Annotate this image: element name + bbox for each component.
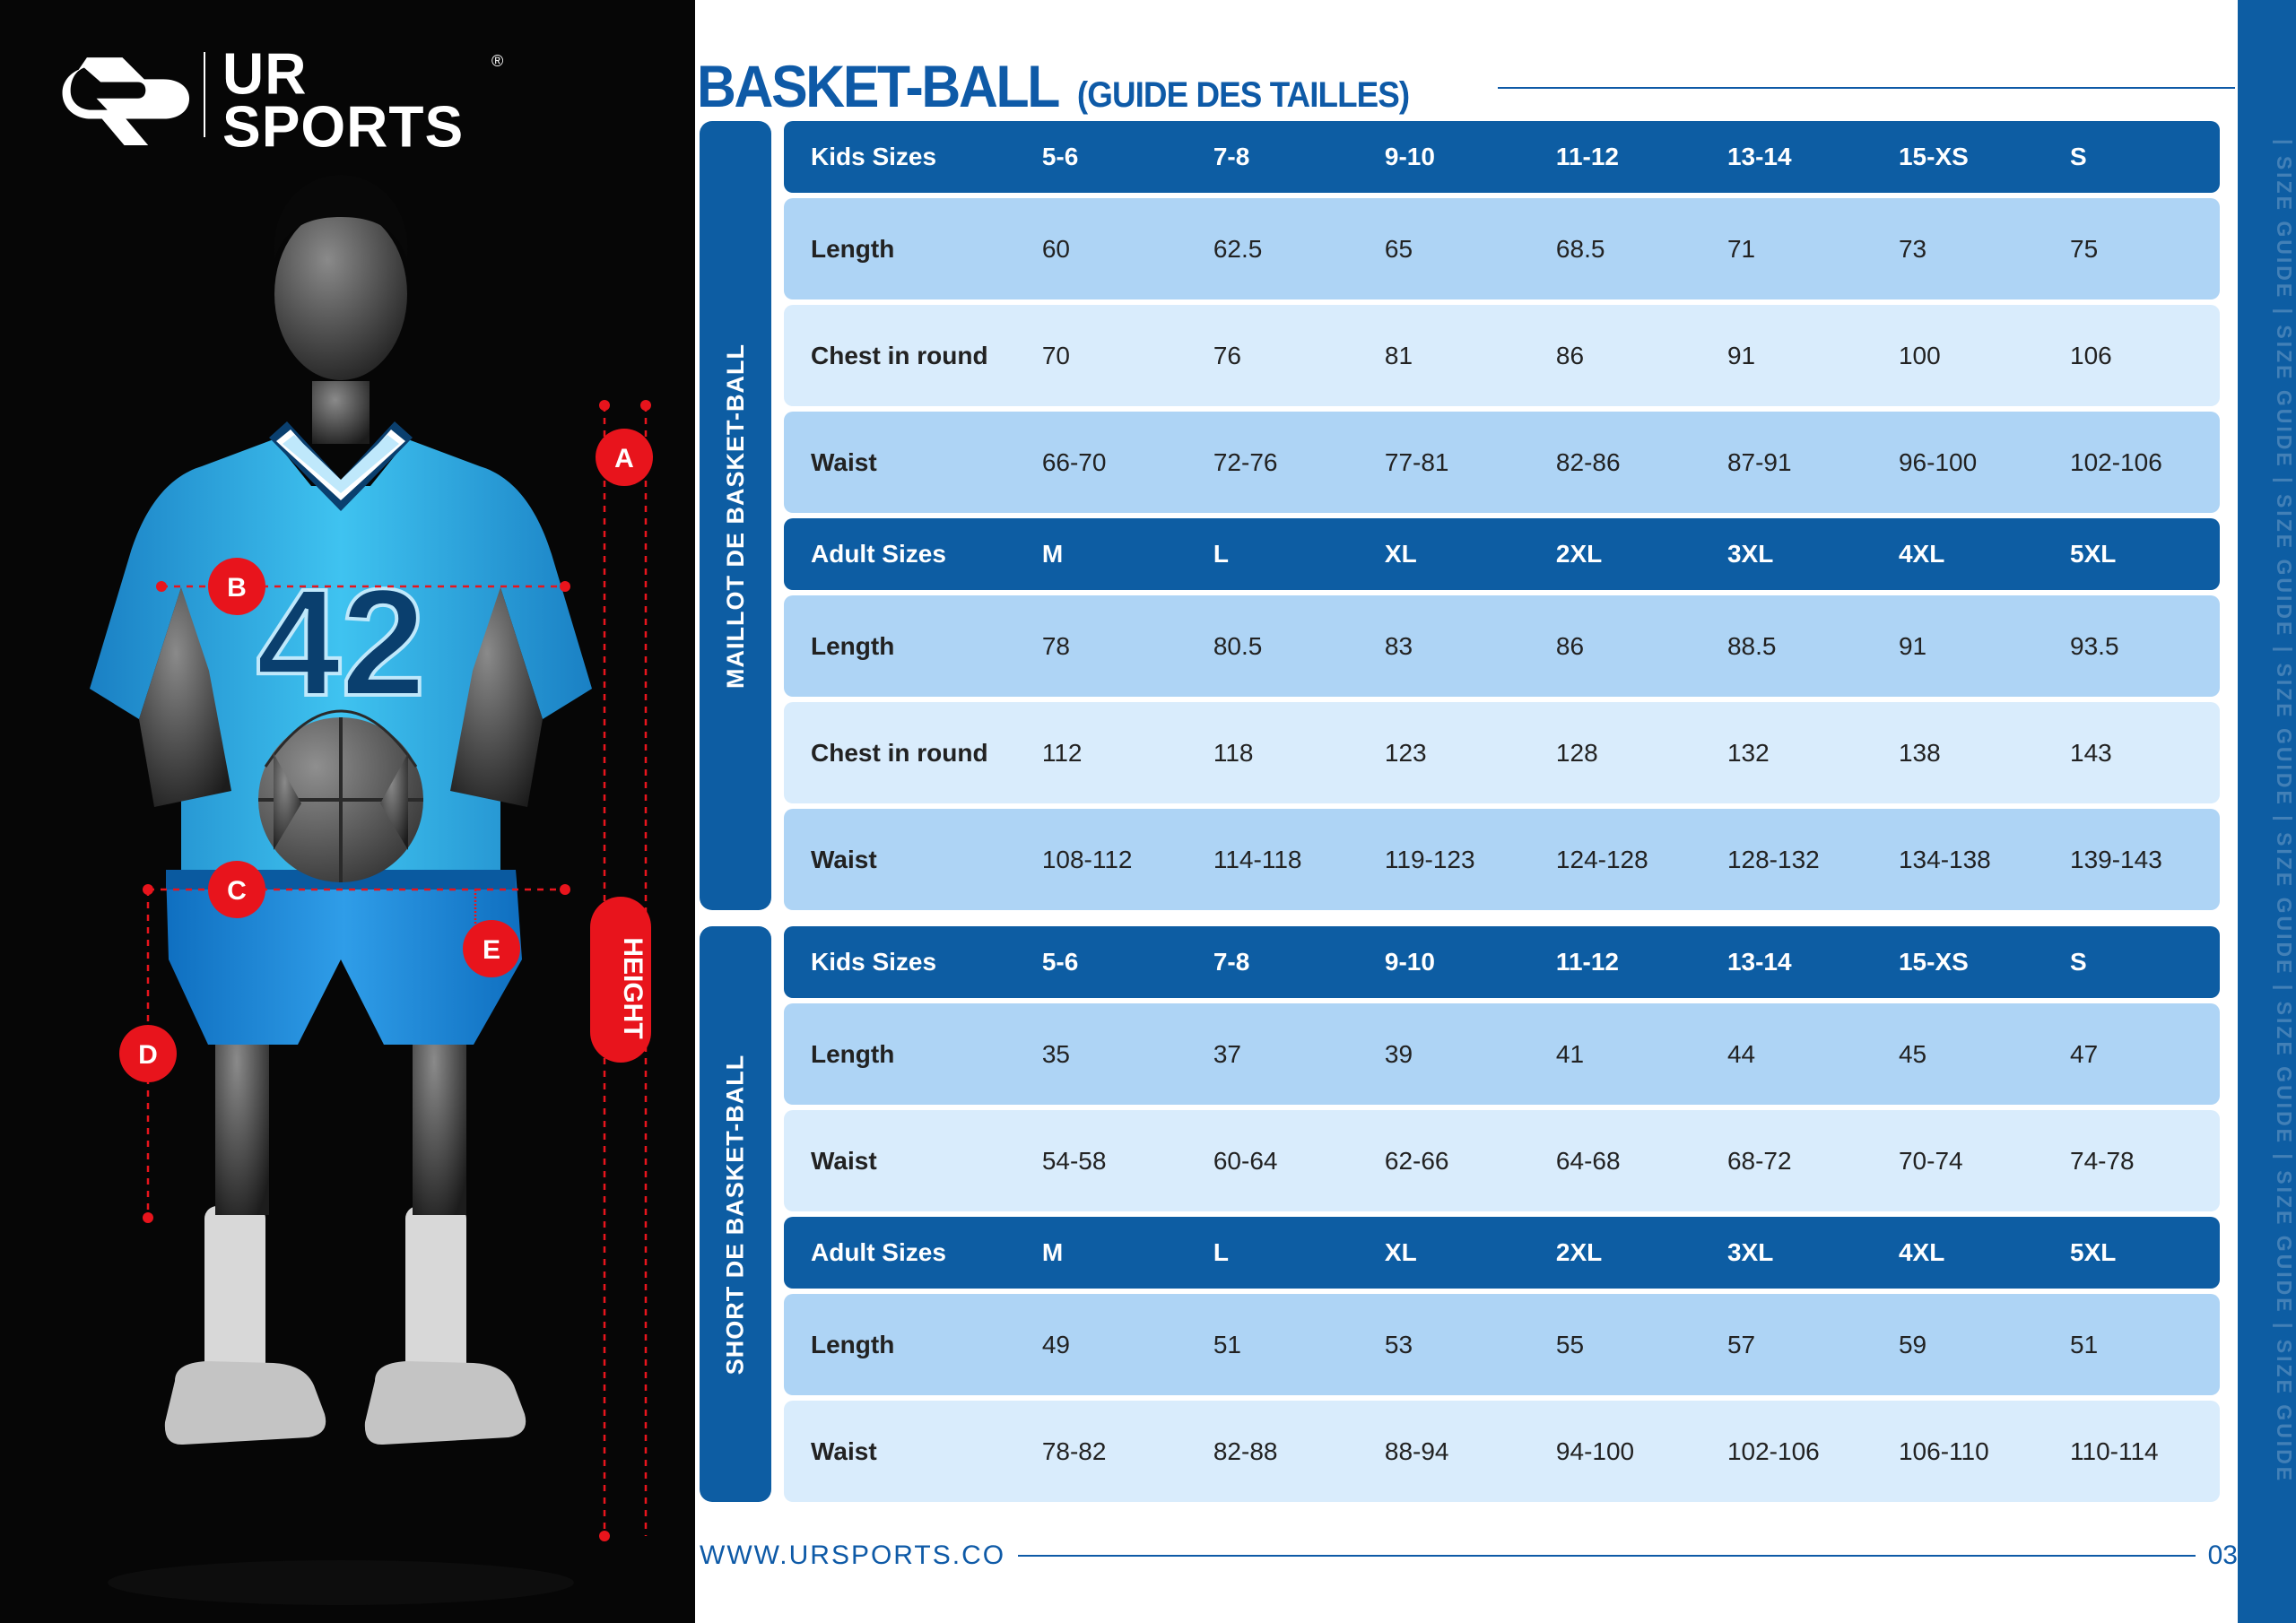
svg-text:A: A — [614, 444, 634, 473]
svg-text:B: B — [227, 573, 247, 603]
svg-text:E: E — [483, 935, 500, 965]
svg-text:HEIGHT: HEIGHT — [618, 937, 648, 1038]
svg-text:42: 42 — [256, 558, 425, 728]
svg-text:C: C — [227, 876, 247, 906]
svg-text:D: D — [138, 1040, 158, 1070]
